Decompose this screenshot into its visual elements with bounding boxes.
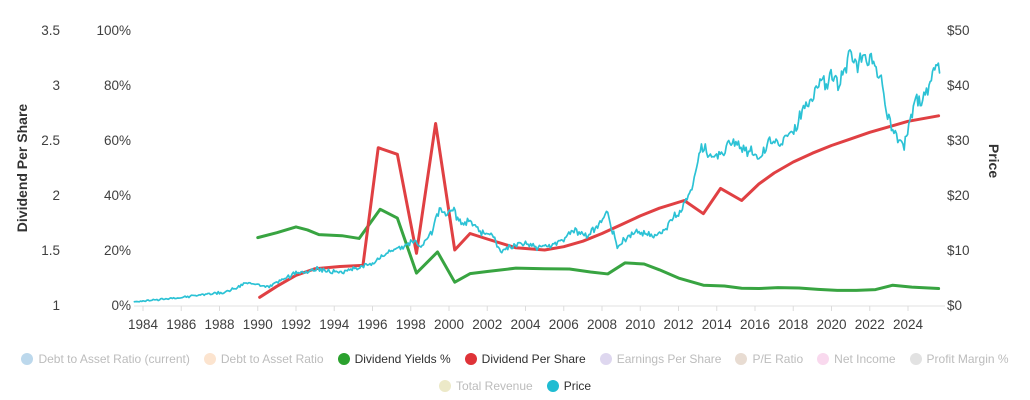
legend-item-earnings-per-share[interactable]: Earnings Per Share: [599, 352, 722, 366]
legend-item-debt-to-asset-ratio[interactable]: Debt to Asset Ratio: [203, 352, 324, 366]
legend: Debt to Asset Ratio (current) Debt to Ass…: [0, 348, 1030, 397]
x-axis-tick-label: 2022: [855, 317, 885, 332]
legend-item-p-e-ratio[interactable]: P/E Ratio: [735, 352, 803, 366]
x-axis-tick-label: 2004: [510, 317, 541, 332]
percent-axis-tick-label: 20%: [104, 243, 131, 258]
legend-dot-dividend-yields: [337, 353, 350, 365]
x-axis-tick-label: 1986: [166, 317, 196, 332]
x-axis-tick-label: 1988: [204, 317, 234, 332]
price-axis-tick-label: $20: [947, 188, 970, 203]
x-axis-tick-label: 2008: [587, 317, 617, 332]
x-axis-tick-label: 2016: [740, 317, 770, 332]
x-axis-tick-label: 1994: [319, 317, 350, 332]
legend-dot-debt-to-asset-ratio-current: [21, 353, 34, 365]
x-axis-tick-label: 2000: [434, 317, 464, 332]
legend-label: Net Income: [834, 352, 896, 366]
legend-label: Dividend Per Share: [481, 352, 586, 366]
price-axis-tick-label: $30: [947, 133, 970, 148]
chart-plot-area[interactable]: 1984 1986 1988 1990 1992 1994 1996 1998 2000 2002…: [0, 0, 1030, 344]
dividend-axis-tick-label: 2.5: [41, 133, 60, 148]
price-axis-tick-label: $50: [947, 23, 970, 38]
legend-item-debt-to-asset-ratio-current[interactable]: Debt to Asset Ratio (current): [21, 352, 190, 366]
percent-axis-tick-label: 0%: [111, 298, 131, 313]
right-axis-title: Price: [986, 143, 1002, 179]
left-axis-title: Dividend Per Share: [14, 103, 30, 233]
legend-item-price[interactable]: Price: [546, 379, 592, 393]
series-line-dividend-yields[interactable]: [256, 207, 941, 292]
legend-dot-profit-margin: [909, 353, 922, 365]
legend-row: Total Revenue Price: [438, 375, 592, 397]
x-axis-tick-label: 1984: [128, 317, 159, 332]
x-axis-tick-label: 2014: [702, 317, 733, 332]
legend-item-dividend-per-share[interactable]: Dividend Per Share: [464, 352, 586, 366]
legend-label: Dividend Yields %: [354, 352, 451, 366]
percent-axis-tick-label: 80%: [104, 78, 131, 93]
legend-label: Debt to Asset Ratio (current): [38, 352, 190, 366]
price-axis-tick-label: $0: [947, 298, 962, 313]
legend-dot-earnings-per-share: [599, 353, 612, 365]
legend-item-net-income[interactable]: Net Income: [817, 352, 896, 366]
x-axis-tick-label: 2020: [816, 317, 846, 332]
legend-label: Price: [563, 379, 592, 393]
legend-item-dividend-yields[interactable]: Dividend Yields %: [337, 352, 451, 366]
x-axis-tick-label: 2012: [663, 317, 693, 332]
x-axis-tick-label: 1996: [357, 317, 387, 332]
dividend-axis-tick-label: 1: [52, 298, 60, 313]
legend-dot-debt-to-asset-ratio: [203, 353, 216, 365]
legend-label: Total Revenue: [455, 379, 533, 393]
x-axis-tick-label: 1992: [281, 317, 311, 332]
x-axis-tick-label: 2006: [549, 317, 579, 332]
dividend-axis-tick-label: 3.5: [41, 23, 60, 38]
dividend-axis-tick-label: 3: [52, 78, 60, 93]
legend-dot-total-revenue: [438, 380, 451, 392]
series-line-dividend-per-share[interactable]: [258, 114, 941, 299]
legend-row: Debt to Asset Ratio (current) Debt to Ass…: [21, 348, 1009, 370]
legend-label: P/E Ratio: [752, 352, 804, 366]
legend-dot-p-e-ratio: [735, 353, 748, 365]
dividend-axis-tick-label: 1.5: [41, 243, 60, 258]
legend-dot-net-income: [817, 353, 830, 365]
x-axis-tick-label: 2024: [893, 317, 924, 332]
legend-dot-dividend-per-share: [464, 353, 477, 365]
legend-label: Earnings Per Share: [616, 352, 722, 366]
x-axis-tick-label: 1998: [396, 317, 426, 332]
legend-dot-price: [546, 380, 559, 392]
percent-axis-tick-label: 100%: [96, 23, 131, 38]
legend-label: Profit Margin %: [926, 352, 1009, 366]
percent-axis-tick-label: 60%: [104, 133, 131, 148]
dividend-axis-tick-label: 2: [52, 188, 60, 203]
legend-item-total-revenue[interactable]: Total Revenue: [438, 379, 533, 393]
x-axis-tick-label: 2018: [778, 317, 808, 332]
x-axis-tick-label: 2002: [472, 317, 502, 332]
percent-axis-tick-label: 40%: [104, 188, 131, 203]
price-axis-tick-label: $40: [947, 78, 970, 93]
series-line-price[interactable]: [133, 49, 941, 303]
legend-item-profit-margin[interactable]: Profit Margin %: [909, 352, 1009, 366]
legend-label: Debt to Asset Ratio: [220, 352, 324, 366]
price-axis-tick-label: $10: [947, 243, 970, 258]
x-axis-tick-label: 1990: [243, 317, 273, 332]
x-axis-tick-label: 2010: [625, 317, 655, 332]
